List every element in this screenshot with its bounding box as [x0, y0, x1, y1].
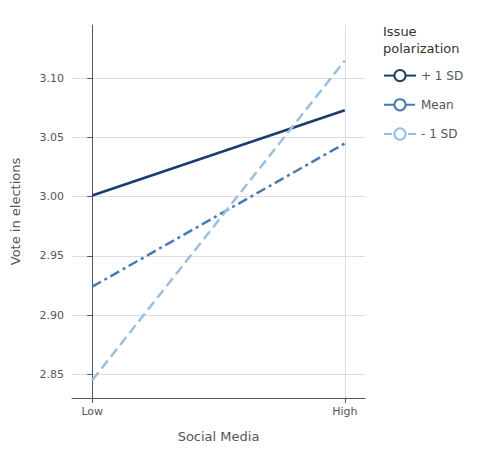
svg-text:3.10: 3.10	[40, 72, 65, 85]
svg-text:Mean: Mean	[421, 98, 454, 112]
svg-text:2.90: 2.90	[40, 309, 65, 322]
svg-text:Vote in elections: Vote in elections	[8, 158, 23, 266]
svg-text:2.85: 2.85	[40, 368, 65, 381]
svg-text:Low: Low	[81, 405, 103, 418]
svg-text:2.95: 2.95	[40, 249, 65, 262]
svg-text:Social Media: Social Media	[178, 429, 260, 444]
svg-text:polarization: polarization	[383, 41, 459, 56]
svg-text:- 1 SD: - 1 SD	[421, 127, 457, 141]
svg-text:3.00: 3.00	[40, 190, 65, 203]
svg-text:3.05: 3.05	[40, 131, 65, 144]
svg-text:High: High	[332, 405, 357, 418]
svg-text:Issue: Issue	[383, 24, 417, 39]
svg-text:+ 1 SD: + 1 SD	[421, 69, 463, 83]
